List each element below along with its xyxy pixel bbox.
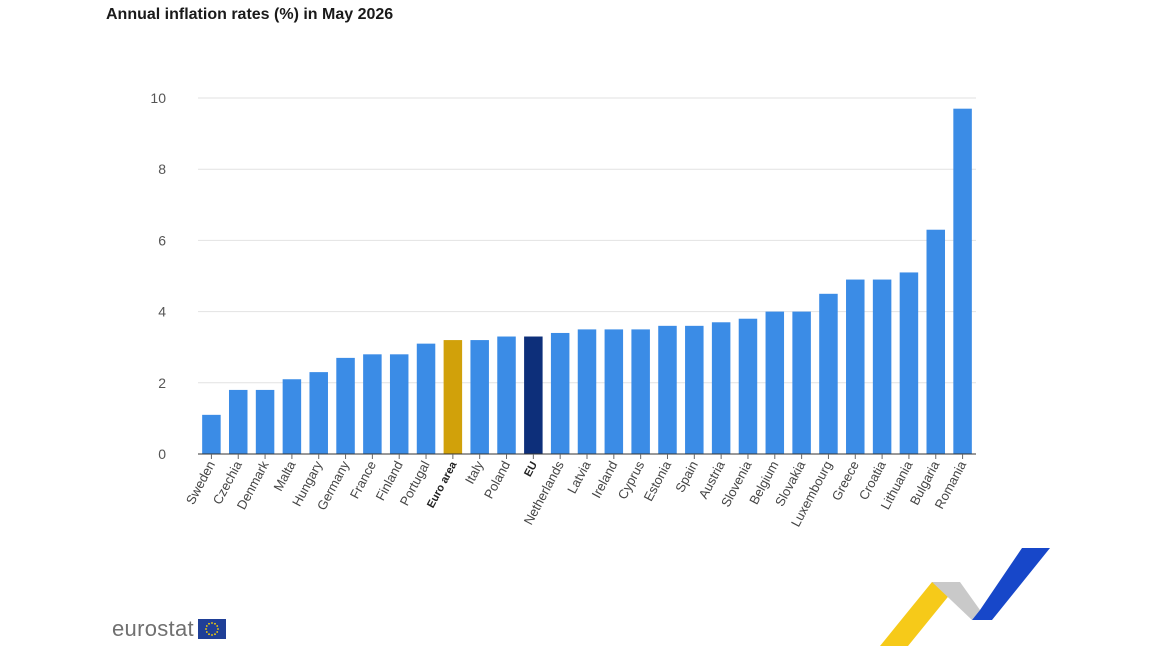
bar-luxembourg <box>819 293 838 454</box>
chart-title: Annual inflation rates (%) in May 2026 <box>106 6 394 23</box>
bar-denmark <box>255 389 275 454</box>
bar-hungary <box>309 372 328 454</box>
bar-portugal <box>416 343 436 454</box>
bar-ireland <box>604 329 624 454</box>
y-tick-label: 10 <box>150 90 166 106</box>
bar-romania <box>953 108 972 455</box>
bar-cyprus <box>631 329 650 454</box>
bar-finland <box>389 354 409 454</box>
y-tick-label: 2 <box>158 375 166 391</box>
bar-france <box>363 354 382 454</box>
bar-greece <box>846 279 865 454</box>
bar-belgium <box>765 311 785 454</box>
bar-austria <box>711 322 731 454</box>
bar-slovenia <box>738 318 758 454</box>
y-tick-label: 8 <box>158 161 166 177</box>
bar-italy <box>470 340 489 454</box>
bar-poland <box>497 336 516 454</box>
bar-czechia <box>228 389 248 454</box>
eu-flag-icon <box>197 619 226 639</box>
eurostat-logo: eurostat <box>112 618 226 640</box>
bar-estonia <box>658 325 677 454</box>
bar-netherlands <box>550 332 570 454</box>
bar-germany <box>336 357 355 454</box>
y-tick-label: 0 <box>158 446 166 462</box>
x-tick-label: Poland <box>481 458 513 501</box>
x-tick-label: EU <box>522 460 540 479</box>
bar-latvia <box>577 329 597 454</box>
bars <box>202 108 972 455</box>
bar-euro-area <box>443 340 463 454</box>
bar-malta <box>282 379 302 454</box>
axes <box>198 453 976 459</box>
bar-slovakia <box>792 311 811 454</box>
bar-eu <box>524 336 543 454</box>
bar-lithuania <box>899 272 919 454</box>
y-tick-label: 4 <box>158 304 166 320</box>
eurostat-brand-graphic <box>880 548 1050 646</box>
y-tick-label: 6 <box>158 232 166 248</box>
bar-spain <box>685 325 704 454</box>
x-tick-label: Spain <box>672 458 701 494</box>
bar-sweden <box>202 414 221 454</box>
x-tick-label: Italy <box>462 458 487 487</box>
x-tick-label: Malta <box>270 458 299 494</box>
eurostat-wordmark: eurostat <box>112 616 194 641</box>
bar-bulgaria <box>926 229 946 454</box>
bar-croatia <box>872 279 892 454</box>
